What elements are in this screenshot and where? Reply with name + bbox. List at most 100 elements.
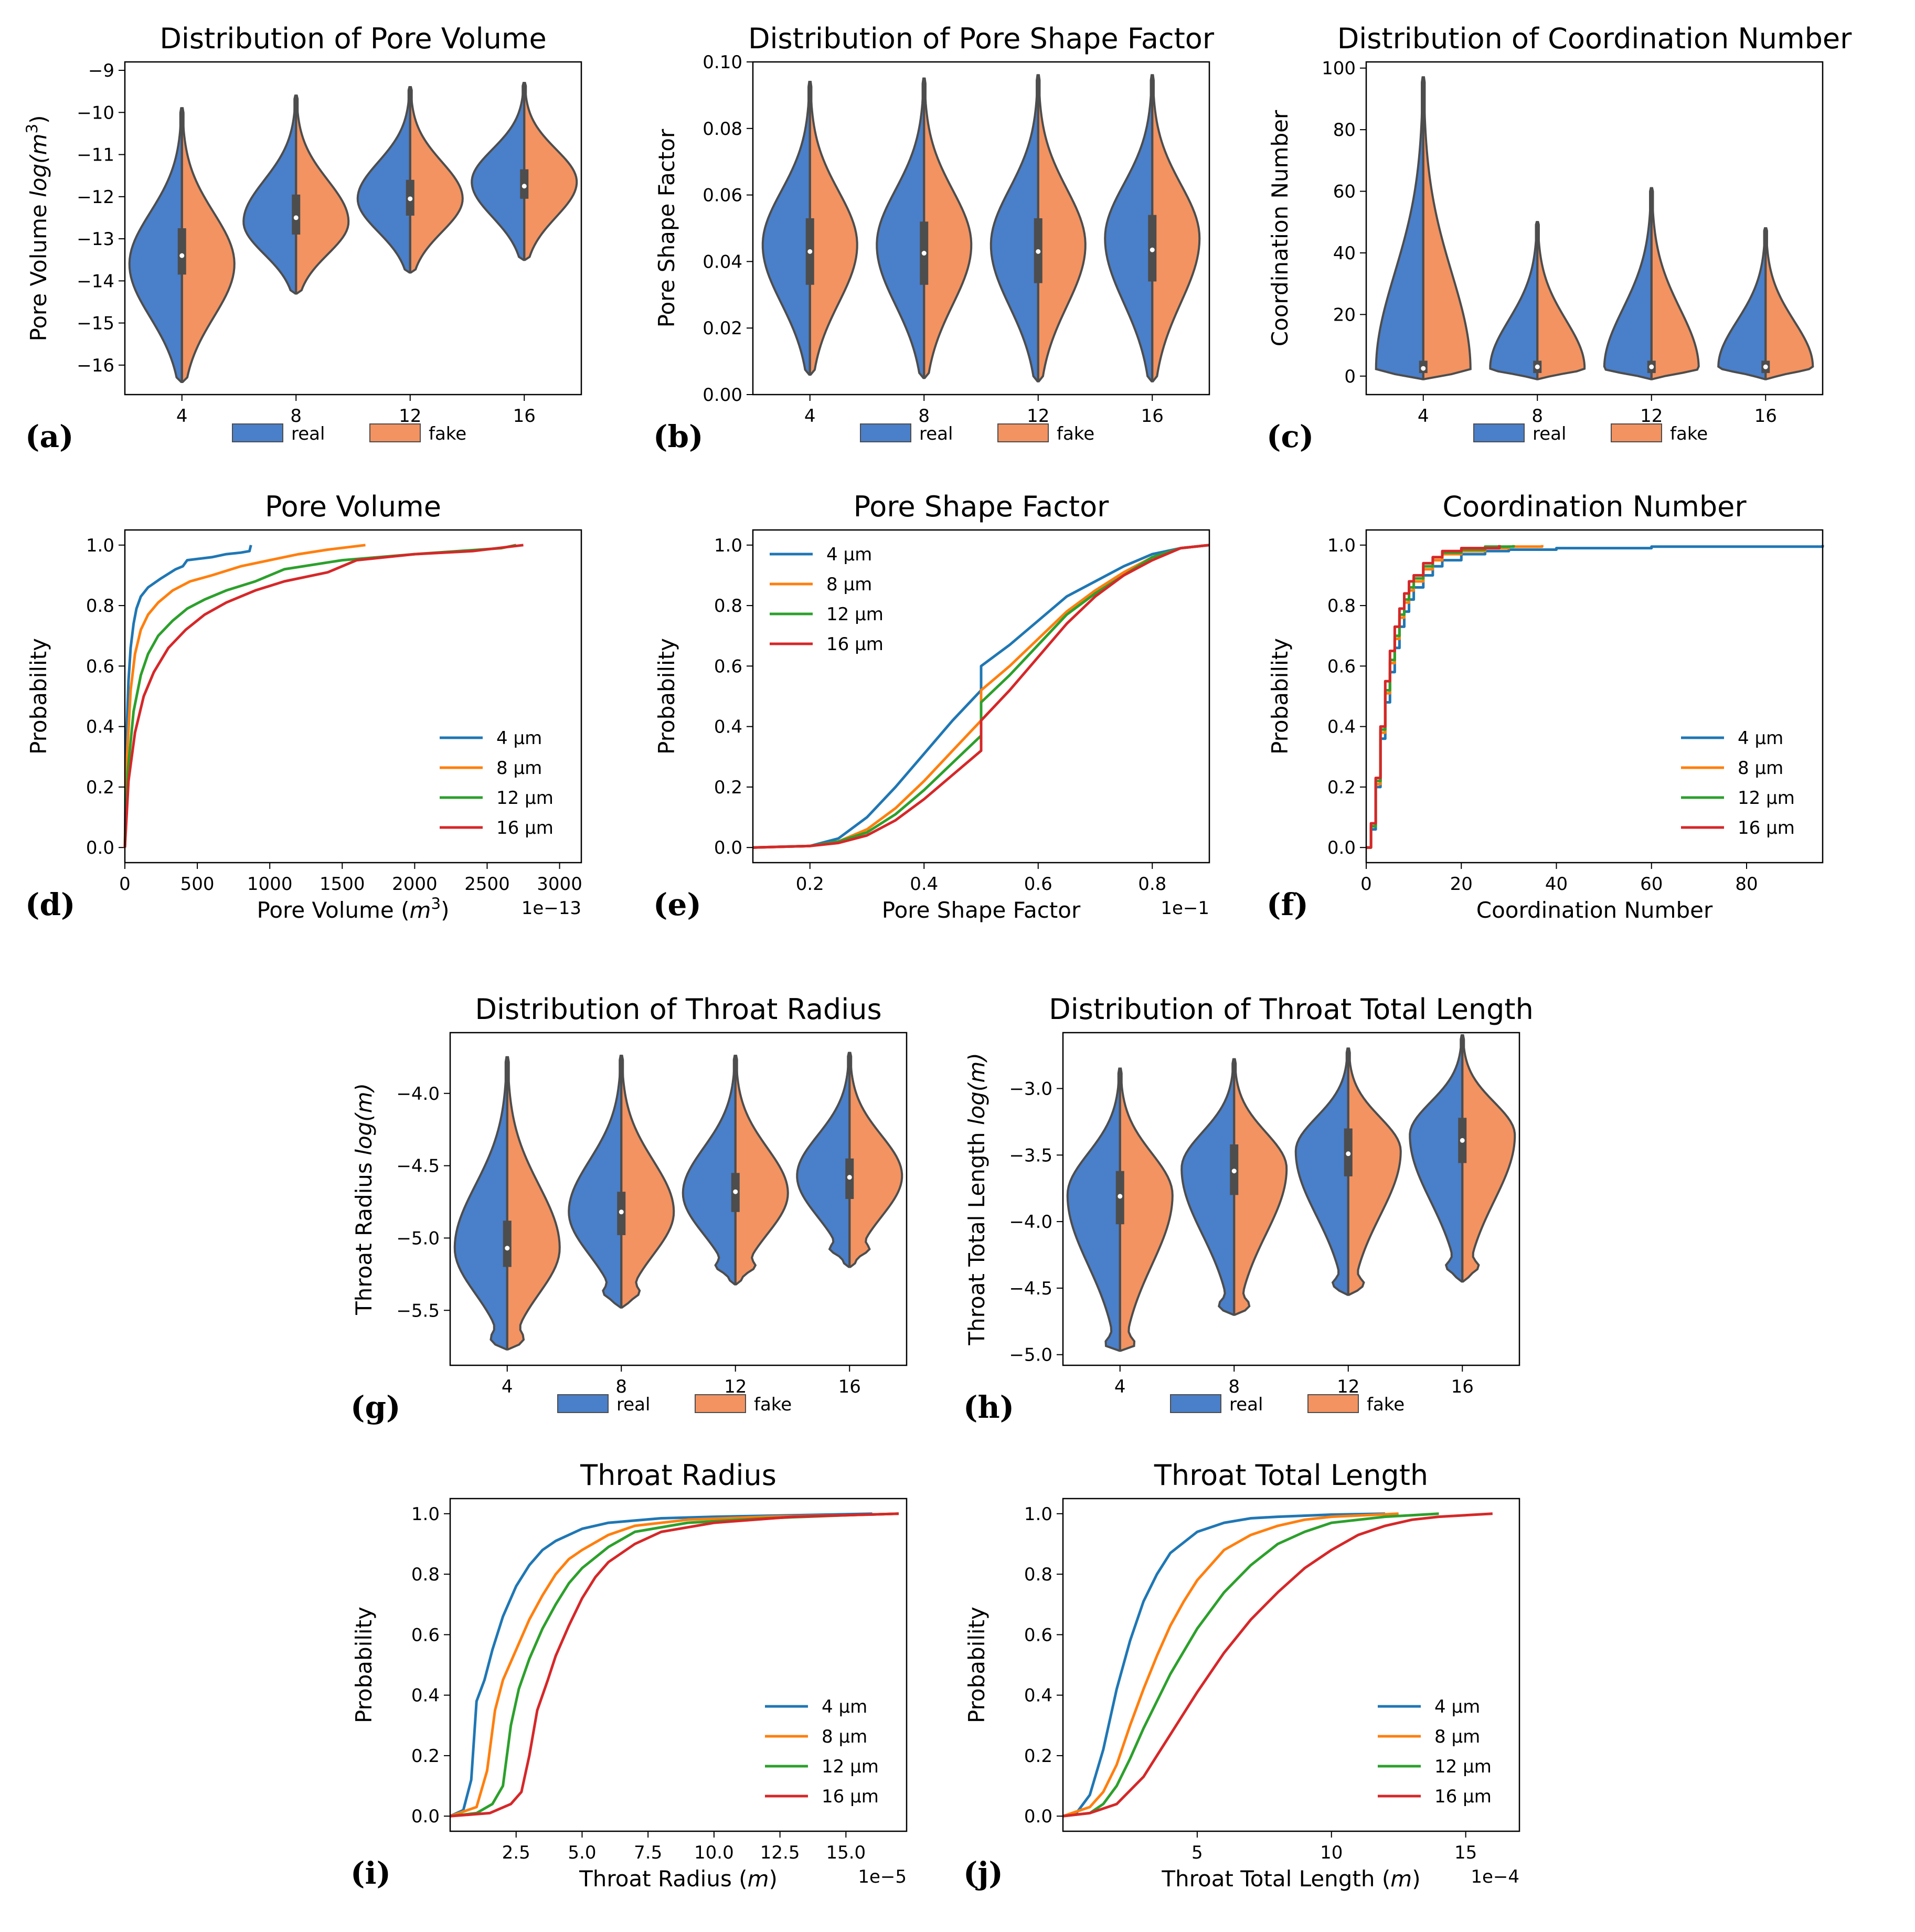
violin-real-12 [1603,187,1653,380]
y-tick-label: −4.5 [1009,1278,1052,1299]
x-offset-text: 1e−5 [858,1866,907,1887]
legend-label: 16 µm [1434,1786,1492,1807]
y-tick-label: −9 [88,60,114,81]
legend-swatch-real [232,423,283,442]
panel-label: (b) [653,419,703,454]
plot-frame [449,1032,908,1366]
violin-fake-16 [1461,1034,1516,1283]
violin-fake-12 [1347,1047,1402,1296]
chart-panel-j: Throat Total Length 0.0 0.2 0.4 0.6 0.8 1.0 Pro… [963,1459,1520,1892]
x-tick-label: 0 [1360,874,1372,895]
x-offset-text: 1e−4 [1471,1866,1519,1887]
y-axis-label: Probability [654,638,679,755]
violin-fake-4 [506,1056,561,1351]
x-tick-label: 8 [918,406,930,427]
y-tick-label: −13 [77,229,114,250]
series-line-8um [1366,545,1544,849]
legend-label: 4 µm [1738,728,1783,749]
y-tick-label: 0.6 [714,656,742,677]
legend-label-real: real [616,1394,650,1415]
panel-label: (g) [350,1389,400,1425]
x-tick-label: 1500 [320,874,365,895]
x-tick-label: 8 [290,406,302,427]
violin-fake-8 [1536,221,1586,380]
violin-median [522,184,527,189]
chart-title: Coordination Number [1442,490,1747,523]
legend-label-fake: fake [1367,1394,1405,1415]
y-tick-label: −14 [77,271,114,292]
series-line-8um [123,544,366,848]
x-tick-label: 4 [176,406,188,427]
x-tick-label: 12 [724,1376,747,1397]
series-line-4um [752,544,1210,849]
y-tick-label: 1.0 [411,1504,440,1525]
violin-median [505,1246,510,1251]
legend-label: 4 µm [826,544,872,565]
x-tick-label: 2.5 [502,1842,530,1863]
x-axis-label: Coordination Number [1476,897,1713,923]
x-tick-label: 10.0 [694,1842,734,1863]
x-tick-label: 4 [1114,1376,1126,1397]
y-tick-label: 1.0 [714,535,742,556]
legend-swatch-real [1473,423,1525,442]
y-axis-label: Probability [1267,638,1293,755]
violin-fake-16 [523,82,578,261]
series-line-12um [1062,1512,1439,1818]
x-tick-label: 0.8 [1138,874,1166,895]
violin-real-12 [682,1055,737,1286]
series-line-8um [752,544,1210,849]
y-tick-label: 0.0 [86,837,114,858]
plot-frame [752,61,1210,396]
x-tick-label: 15 [1454,1842,1477,1863]
violin-fake-8 [1233,1058,1288,1316]
y-tick-label: 0.8 [86,596,114,617]
violin-iqr-box [503,1220,512,1267]
violin-median [1118,1194,1123,1199]
violin-real-8 [1489,221,1539,380]
panel-label: (j) [963,1855,1003,1891]
y-tick-label: 1.0 [1024,1504,1052,1525]
legend-swatch-fake [369,423,421,442]
x-tick-label: 80 [1735,874,1758,895]
violin-median [1763,364,1768,369]
violin-fake-12 [409,86,464,274]
y-tick-label: 0.8 [1327,596,1356,617]
x-tick-label: 2000 [392,874,438,895]
series-line-16um [123,544,524,848]
legend-swatch-fake [695,1394,746,1413]
x-tick-label: 5 [1191,1842,1203,1863]
violin-fake-16 [1764,227,1814,380]
y-tick-label: −5.0 [396,1228,440,1249]
legend-label: 8 µm [1738,758,1783,779]
y-tick-label: 0.4 [86,717,114,738]
violin-fake-4 [808,81,858,376]
legend-label: 16 µm [822,1786,879,1807]
violin-fake-16 [1151,74,1201,383]
plot-frame [1062,1498,1520,1832]
y-tick-label: 0.6 [86,656,114,677]
y-tick-label: 0.0 [411,1806,440,1827]
x-tick-label: 12 [1640,406,1663,427]
chart-panel-c: Distribution of Coordination Number 0 20 40… [1267,22,1852,454]
y-axis-label: Pore Shape Factor [654,129,679,327]
y-tick-label: 60 [1333,182,1356,203]
legend-label-real: real [1533,423,1566,444]
violin-median [847,1175,852,1180]
violin-median [921,251,927,256]
violin-median [1150,247,1155,252]
series-line-4um [123,545,252,848]
chart-panel-a: Distribution of Pore Volume −16 −15 −14 −13 −… [23,22,582,454]
panel-label: (i) [350,1855,391,1891]
y-tick-label: 0.2 [411,1746,440,1767]
violin-real-16 [1409,1034,1464,1283]
x-tick-label: 20 [1450,874,1473,895]
violin-real-4 [128,107,183,383]
series-line-12um [1366,545,1515,849]
legend-label: 12 µm [1738,788,1795,809]
legend-swatch-real [1170,1394,1221,1413]
legend-label: 12 µm [822,1756,879,1777]
legend-label: 16 µm [826,634,884,655]
legend-label: 12 µm [826,604,884,625]
x-offset-text: 1e−13 [522,898,581,919]
violin-median [619,1209,624,1215]
